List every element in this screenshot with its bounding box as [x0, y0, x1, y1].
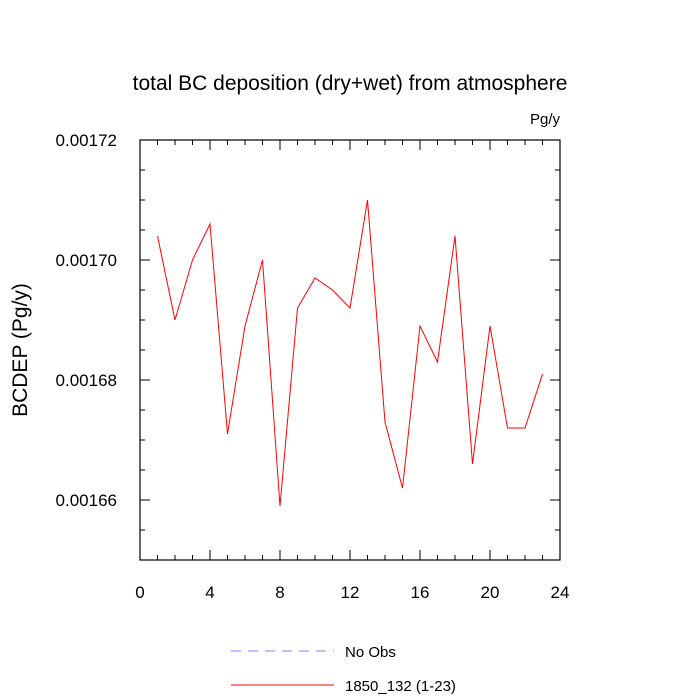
legend-label: 1850_132 (1-23) — [345, 678, 456, 695]
series-layer — [157, 199, 543, 507]
x-tick-label: 8 — [275, 583, 284, 602]
x-tick-label: 24 — [551, 583, 570, 602]
units-label: Pg/y — [530, 111, 561, 128]
data-point — [157, 235, 158, 236]
data-point — [419, 325, 420, 326]
y-axis: 0.00166 0.00168 0.00170 0.00172 — [56, 131, 560, 561]
data-point — [314, 277, 315, 278]
data-point — [192, 259, 193, 260]
series-line — [157, 199, 543, 507]
chart-title: total BC deposition (dry+wet) from atmos… — [133, 72, 568, 95]
data-point — [489, 325, 490, 326]
data-point — [209, 223, 210, 224]
y-tick-label: 0.00168 — [56, 371, 117, 390]
x-tick-label: 4 — [205, 583, 214, 602]
y-axis-label: BCDEP (Pg/y) — [9, 283, 32, 417]
data-point — [332, 289, 333, 290]
data-point — [279, 505, 280, 506]
data-point — [262, 259, 263, 260]
x-tick-label: 12 — [341, 583, 360, 602]
data-point — [349, 307, 350, 308]
data-point — [174, 319, 175, 320]
data-point — [472, 463, 473, 464]
data-point — [244, 325, 245, 326]
y-tick-label: 0.00170 — [56, 251, 117, 270]
data-point — [402, 487, 403, 488]
data-point — [507, 427, 508, 428]
data-point — [384, 421, 385, 422]
data-point — [367, 199, 368, 200]
legend-label: No Obs — [345, 644, 396, 661]
data-point — [227, 433, 228, 434]
x-tick-label: 16 — [411, 583, 430, 602]
x-tick-label: 20 — [481, 583, 500, 602]
y-tick-label: 0.00172 — [56, 131, 117, 150]
data-point — [297, 307, 298, 308]
x-axis: 0 4 8 12 16 20 24 — [135, 140, 569, 602]
legend: No Obs 1850_132 (1-23) — [231, 644, 456, 695]
data-point — [524, 427, 525, 428]
data-point — [542, 373, 543, 374]
x-tick-label: 0 — [135, 583, 144, 602]
data-point — [437, 361, 438, 362]
data-point — [454, 235, 455, 236]
plot-frame — [139, 139, 561, 561]
y-tick-label: 0.00166 — [56, 491, 117, 510]
